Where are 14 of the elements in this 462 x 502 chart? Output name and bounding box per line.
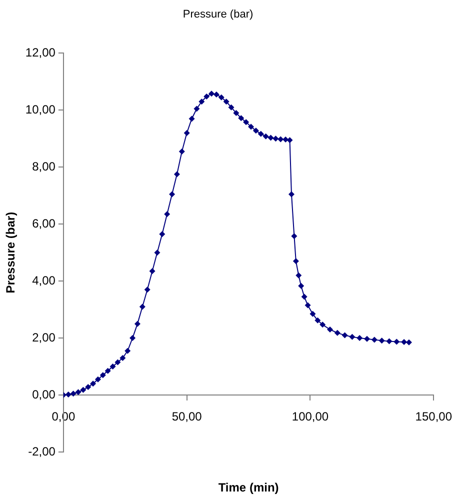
y-axis-title: Pressure (bar): [4, 212, 18, 294]
x-tick-label: 50,00: [172, 410, 202, 424]
y-tick-label: 4,00: [32, 273, 56, 288]
x-axis-title: Time (min): [218, 480, 279, 494]
y-tick-label: 8,00: [32, 159, 56, 174]
x-tick-label: 100,00: [292, 410, 329, 424]
y-tick-label: 2,00: [32, 330, 56, 344]
y-tick-label: 10,00: [25, 102, 56, 116]
y-tick-label: 6,00: [32, 216, 56, 230]
x-tick-label: 150,00: [415, 410, 452, 424]
y-tick-label: -2,00: [28, 444, 56, 458]
y-tick-label: 12,00: [25, 46, 56, 60]
chart-title: Pressure (bar): [182, 8, 254, 21]
y-tick-label: 0,00: [32, 387, 56, 402]
